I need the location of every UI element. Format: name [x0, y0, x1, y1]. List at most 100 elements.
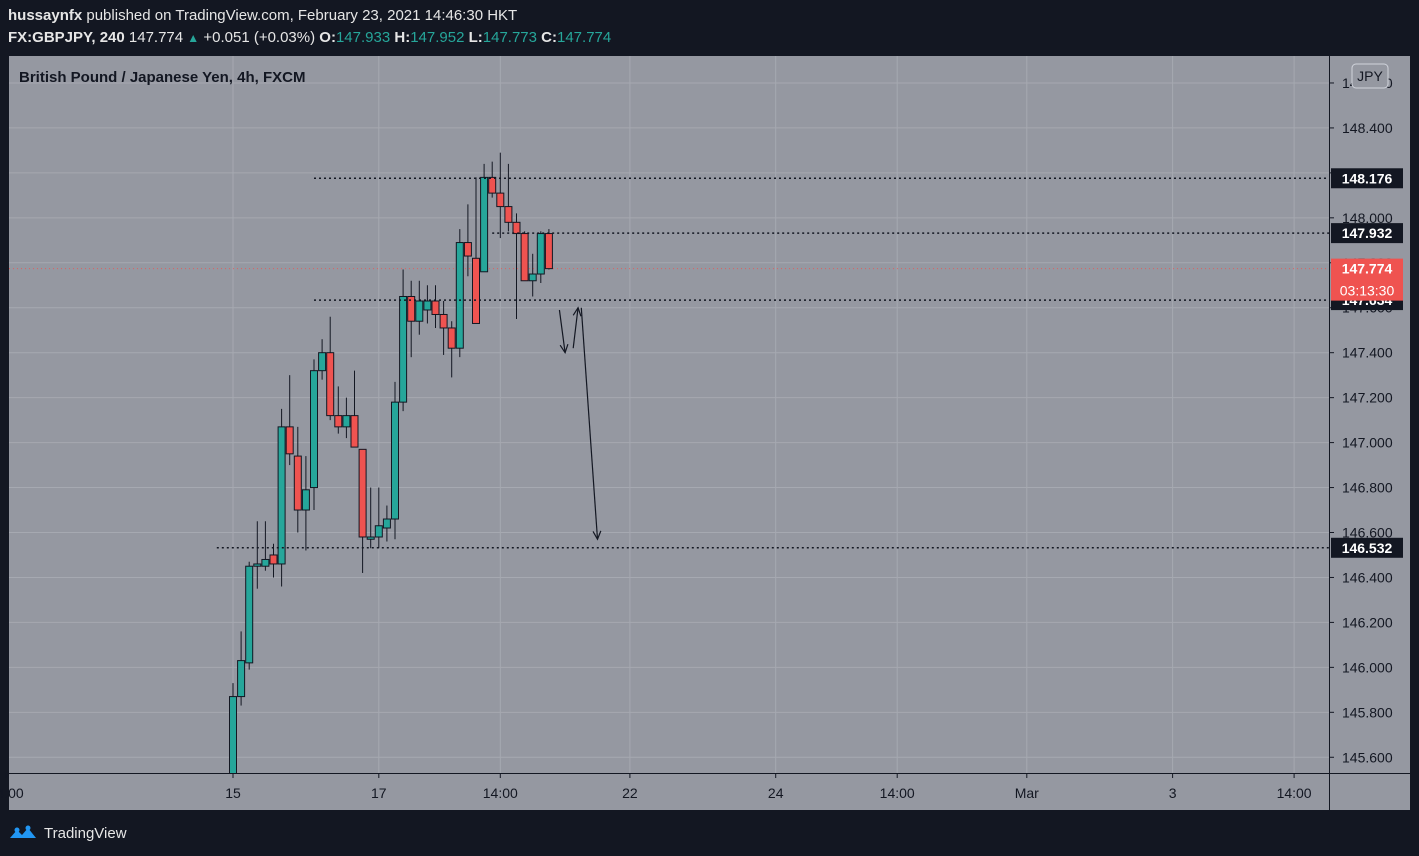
candle-body	[229, 696, 237, 773]
open-label: O:	[319, 29, 336, 46]
candle	[520, 231, 529, 282]
candles	[229, 152, 553, 773]
candle-body	[520, 233, 529, 282]
price-axis-label: 145.600	[1342, 749, 1393, 765]
grid	[9, 56, 1329, 773]
candle-body	[326, 352, 335, 417]
time-axis-label: 3	[1169, 785, 1177, 801]
candle-body	[237, 660, 246, 698]
brand-name: TradingView	[44, 824, 127, 842]
candle-body	[269, 554, 278, 565]
close-label: C:	[541, 29, 557, 46]
candle	[253, 521, 262, 589]
price-axis-label: 145.800	[1342, 704, 1393, 720]
candle	[536, 231, 545, 284]
candle	[366, 487, 375, 549]
publish-header: hussaynfx published on TradingView.com, …	[8, 7, 517, 24]
candle	[358, 448, 367, 573]
tradingview-logo-icon	[10, 825, 36, 838]
candle-body	[504, 206, 513, 223]
candle	[293, 426, 302, 533]
candle	[512, 213, 521, 319]
price-axis-label: 147.000	[1342, 435, 1393, 451]
close-value: 147.774	[557, 29, 612, 46]
candle-body	[382, 518, 391, 529]
candle-body	[391, 401, 399, 520]
level-price-badge	[1331, 168, 1403, 189]
high-label: H:	[394, 29, 411, 46]
candle-body	[334, 415, 343, 428]
candle	[285, 375, 294, 466]
up-triangle-icon: ▲	[187, 31, 200, 45]
drawn-arrow	[572, 306, 582, 349]
candle	[301, 456, 310, 551]
candle-body	[318, 352, 327, 372]
candle-body	[431, 300, 440, 315]
candle	[245, 561, 254, 670]
open-value: 147.933	[335, 29, 391, 46]
time-axis-label: 17	[371, 785, 387, 801]
candle-body	[528, 273, 537, 282]
candle	[488, 161, 497, 198]
candle	[391, 381, 399, 540]
candle-body	[447, 327, 456, 349]
tradingview-brand[interactable]: TradingView	[8, 822, 127, 844]
candle	[310, 359, 318, 511]
candle	[496, 152, 505, 239]
candle-body	[544, 233, 553, 270]
time-axis-label: 15	[225, 785, 241, 801]
chart-background	[9, 56, 1410, 810]
candle	[472, 177, 480, 324]
candle-body	[496, 192, 505, 208]
price-change: +0.051 (+0.03%)	[203, 29, 316, 46]
candle	[399, 269, 408, 412]
price-axis-label: 147.400	[1342, 345, 1393, 361]
arrow-shaft	[580, 307, 599, 540]
candle	[447, 321, 456, 378]
candle-body	[301, 489, 310, 511]
arrow-head	[559, 343, 569, 355]
candle-body	[293, 455, 302, 511]
candle-body	[455, 242, 464, 349]
time-axis-label: Mar	[1015, 785, 1039, 801]
candle	[415, 280, 424, 335]
arrow-shaft	[572, 307, 579, 349]
current-price-badge	[1331, 258, 1403, 301]
candle	[439, 300, 448, 355]
candle	[455, 229, 464, 358]
arrow-head	[592, 530, 602, 541]
candle-body	[407, 295, 416, 322]
price-axis-label: 148.400	[1342, 120, 1393, 136]
candle-body	[423, 300, 432, 311]
time-axis-label: 14:00	[880, 785, 915, 801]
candle-body	[463, 242, 472, 257]
arrow-head	[572, 306, 582, 317]
arrow-shaft	[558, 309, 566, 353]
time-axis-label: 14:00	[483, 785, 518, 801]
level-price-label: 146.532	[1342, 540, 1393, 556]
candle	[407, 280, 416, 358]
candle-body	[285, 426, 294, 455]
candle	[350, 370, 359, 448]
candle-body	[439, 313, 448, 329]
candle	[382, 505, 391, 542]
level-price-badge	[1331, 537, 1403, 558]
candle	[318, 339, 327, 380]
price-axis-label: 146.600	[1342, 525, 1393, 541]
drawn-arrow	[580, 307, 602, 541]
candle-body	[480, 176, 489, 273]
time-axis: 14:00 15 17 14:00 22 24 14:00 Mar 3 14:00	[0, 773, 1312, 801]
author-name[interactable]: hussaynfx	[8, 7, 83, 24]
last-price: 147.774	[128, 29, 184, 46]
candle-body	[472, 257, 480, 324]
price-axis-label: 148.000	[1342, 210, 1393, 226]
current-price-label: 147.774	[1342, 261, 1393, 277]
candle	[334, 386, 343, 434]
candle	[480, 163, 489, 273]
candle	[261, 521, 270, 571]
price-axis-label: 146.400	[1342, 569, 1393, 585]
candle	[423, 285, 432, 324]
bar-countdown-label: 03:13:30	[1340, 283, 1395, 299]
high-value: 147.952	[410, 29, 465, 46]
